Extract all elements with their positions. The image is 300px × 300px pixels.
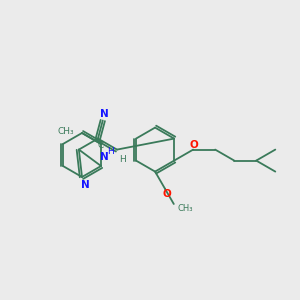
Text: O: O — [190, 140, 199, 150]
Text: C: C — [98, 141, 104, 150]
Text: N: N — [100, 152, 108, 162]
Text: CH₃: CH₃ — [178, 205, 193, 214]
Text: N: N — [100, 109, 109, 118]
Text: H: H — [120, 155, 126, 164]
Text: H: H — [107, 148, 113, 157]
Text: CH₃: CH₃ — [57, 127, 74, 136]
Text: O: O — [163, 189, 171, 199]
Text: N: N — [81, 180, 89, 190]
